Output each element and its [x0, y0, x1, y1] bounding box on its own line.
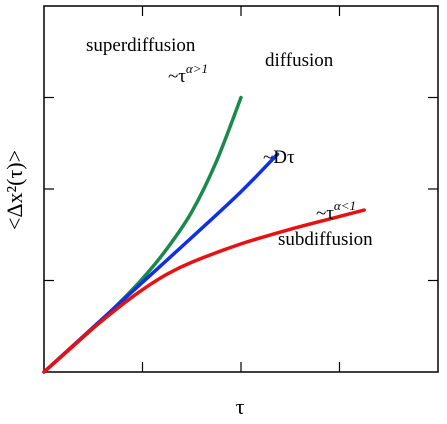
subdiffusion-label: subdiffusion: [278, 229, 373, 250]
superdiffusion-law: ~τα>1: [168, 61, 208, 87]
x-axis-label: τ: [236, 394, 245, 419]
axis-ticks: [44, 6, 438, 372]
y-axis-label: <Δx²(τ)>: [2, 150, 27, 230]
superdiffusion-label: superdiffusion: [86, 35, 196, 56]
curves: [42, 95, 366, 374]
subdiffusion-law: ~τα<1: [316, 198, 356, 224]
diffusion-law: ~Dτ: [263, 147, 295, 168]
subdiffusion-curve: [42, 208, 366, 374]
diffusion-label: diffusion: [265, 50, 334, 71]
superdiffusion-curve: [42, 95, 243, 374]
